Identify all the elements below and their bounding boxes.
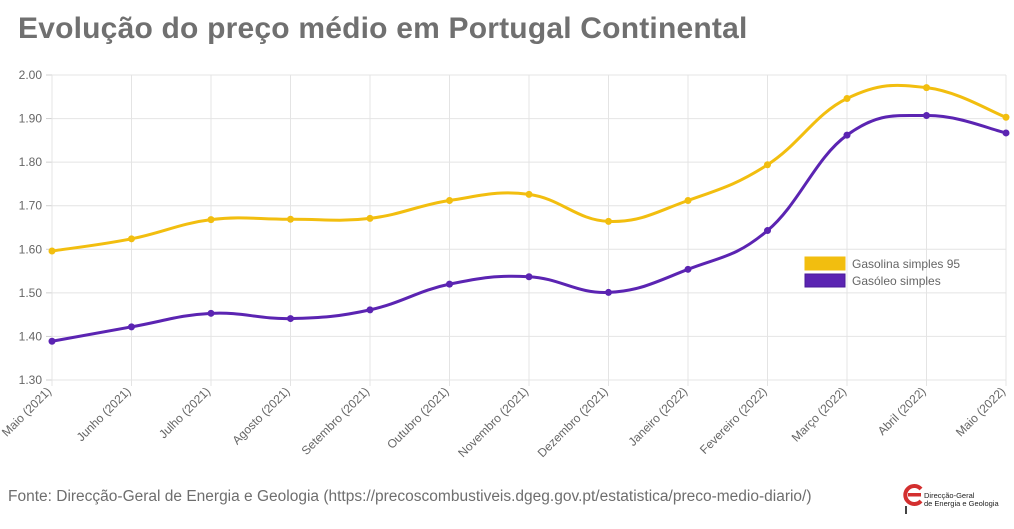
y-tick-label: 1.30 <box>19 373 43 387</box>
data-point <box>128 235 135 243</box>
x-tick-label: Novembro (2021) <box>455 384 531 460</box>
legend-swatch <box>804 256 846 271</box>
chart-legend: Gasolina simples 95 Gasóleo simples <box>804 256 960 288</box>
data-point <box>923 84 930 92</box>
y-tick-label: 1.70 <box>19 199 43 213</box>
y-axis: 1.30 1.40 1.50 1.60 1.70 1.80 1.90 2.00 <box>19 68 43 387</box>
data-point <box>287 215 294 223</box>
data-point <box>764 161 771 169</box>
x-tick-label: Julho (2021) <box>156 384 213 441</box>
data-point <box>843 131 851 139</box>
x-tick-label: Outubro (2021) <box>384 384 451 451</box>
data-point <box>366 214 374 222</box>
dgeg-logo-mark <box>903 484 923 514</box>
data-point <box>684 265 692 273</box>
y-tick-label: 1.80 <box>19 155 43 169</box>
x-tick-label: Maio (2021) <box>0 384 54 439</box>
data-point <box>525 190 533 198</box>
legend-label: Gasolina simples 95 <box>852 257 960 271</box>
x-tick-label: Junho (2021) <box>74 384 134 444</box>
x-tick-label: Maio (2022) <box>953 384 1008 439</box>
data-point <box>128 323 135 331</box>
y-tick-label: 2.00 <box>19 68 43 82</box>
chart-grid <box>46 74 1007 386</box>
x-tick-label: Janeiro (2022) <box>625 384 690 449</box>
data-point <box>843 95 851 103</box>
line-chart: 1.30 1.40 1.50 1.60 1.70 1.80 1.90 2.00 Maio (2… <box>0 68 1010 460</box>
data-point <box>446 280 453 288</box>
x-tick-label: Dezembro (2021) <box>535 384 611 460</box>
data-point <box>48 247 56 255</box>
data-point <box>366 306 374 314</box>
dgeg-logo: Direcção-Geral de Energia e Geologia <box>902 474 1002 518</box>
data-point <box>525 273 533 281</box>
data-point <box>207 309 215 317</box>
data-point <box>923 112 930 120</box>
data-point <box>446 196 453 204</box>
data-point <box>287 315 294 323</box>
data-point <box>605 288 612 296</box>
data-point <box>605 217 612 225</box>
series-lines <box>48 83 1010 345</box>
x-tick-label: Fevereiro (2022) <box>697 384 770 457</box>
data-point <box>764 227 771 235</box>
y-tick-label: 1.40 <box>19 329 43 343</box>
y-tick-label: 1.60 <box>19 242 43 256</box>
legend-swatch <box>804 273 846 288</box>
source-note: Fonte: Direcção-Geral de Energia e Geolo… <box>8 488 812 505</box>
dgeg-logo-text: Direcção-Geral de Energia e Geologia <box>924 491 999 508</box>
x-tick-label: Agosto (2021) <box>229 384 292 447</box>
data-point <box>48 337 56 345</box>
data-point <box>207 216 215 224</box>
data-point <box>684 196 692 204</box>
x-tick-label: Abril (2022) <box>875 384 929 438</box>
y-tick-label: 1.90 <box>19 112 43 126</box>
x-tick-label: Setembro (2021) <box>299 384 373 458</box>
data-point <box>1002 113 1010 121</box>
data-point <box>1002 129 1010 137</box>
x-tick-label: Março (2022) <box>789 384 849 444</box>
y-tick-label: 1.50 <box>19 286 43 300</box>
x-axis: Maio (2021) Junho (2021) Julho (2021) Agost… <box>0 384 1008 460</box>
legend-label: Gasóleo simples <box>852 274 941 288</box>
chart-title: Evolução do preço médio em Portugal Cont… <box>18 12 748 45</box>
